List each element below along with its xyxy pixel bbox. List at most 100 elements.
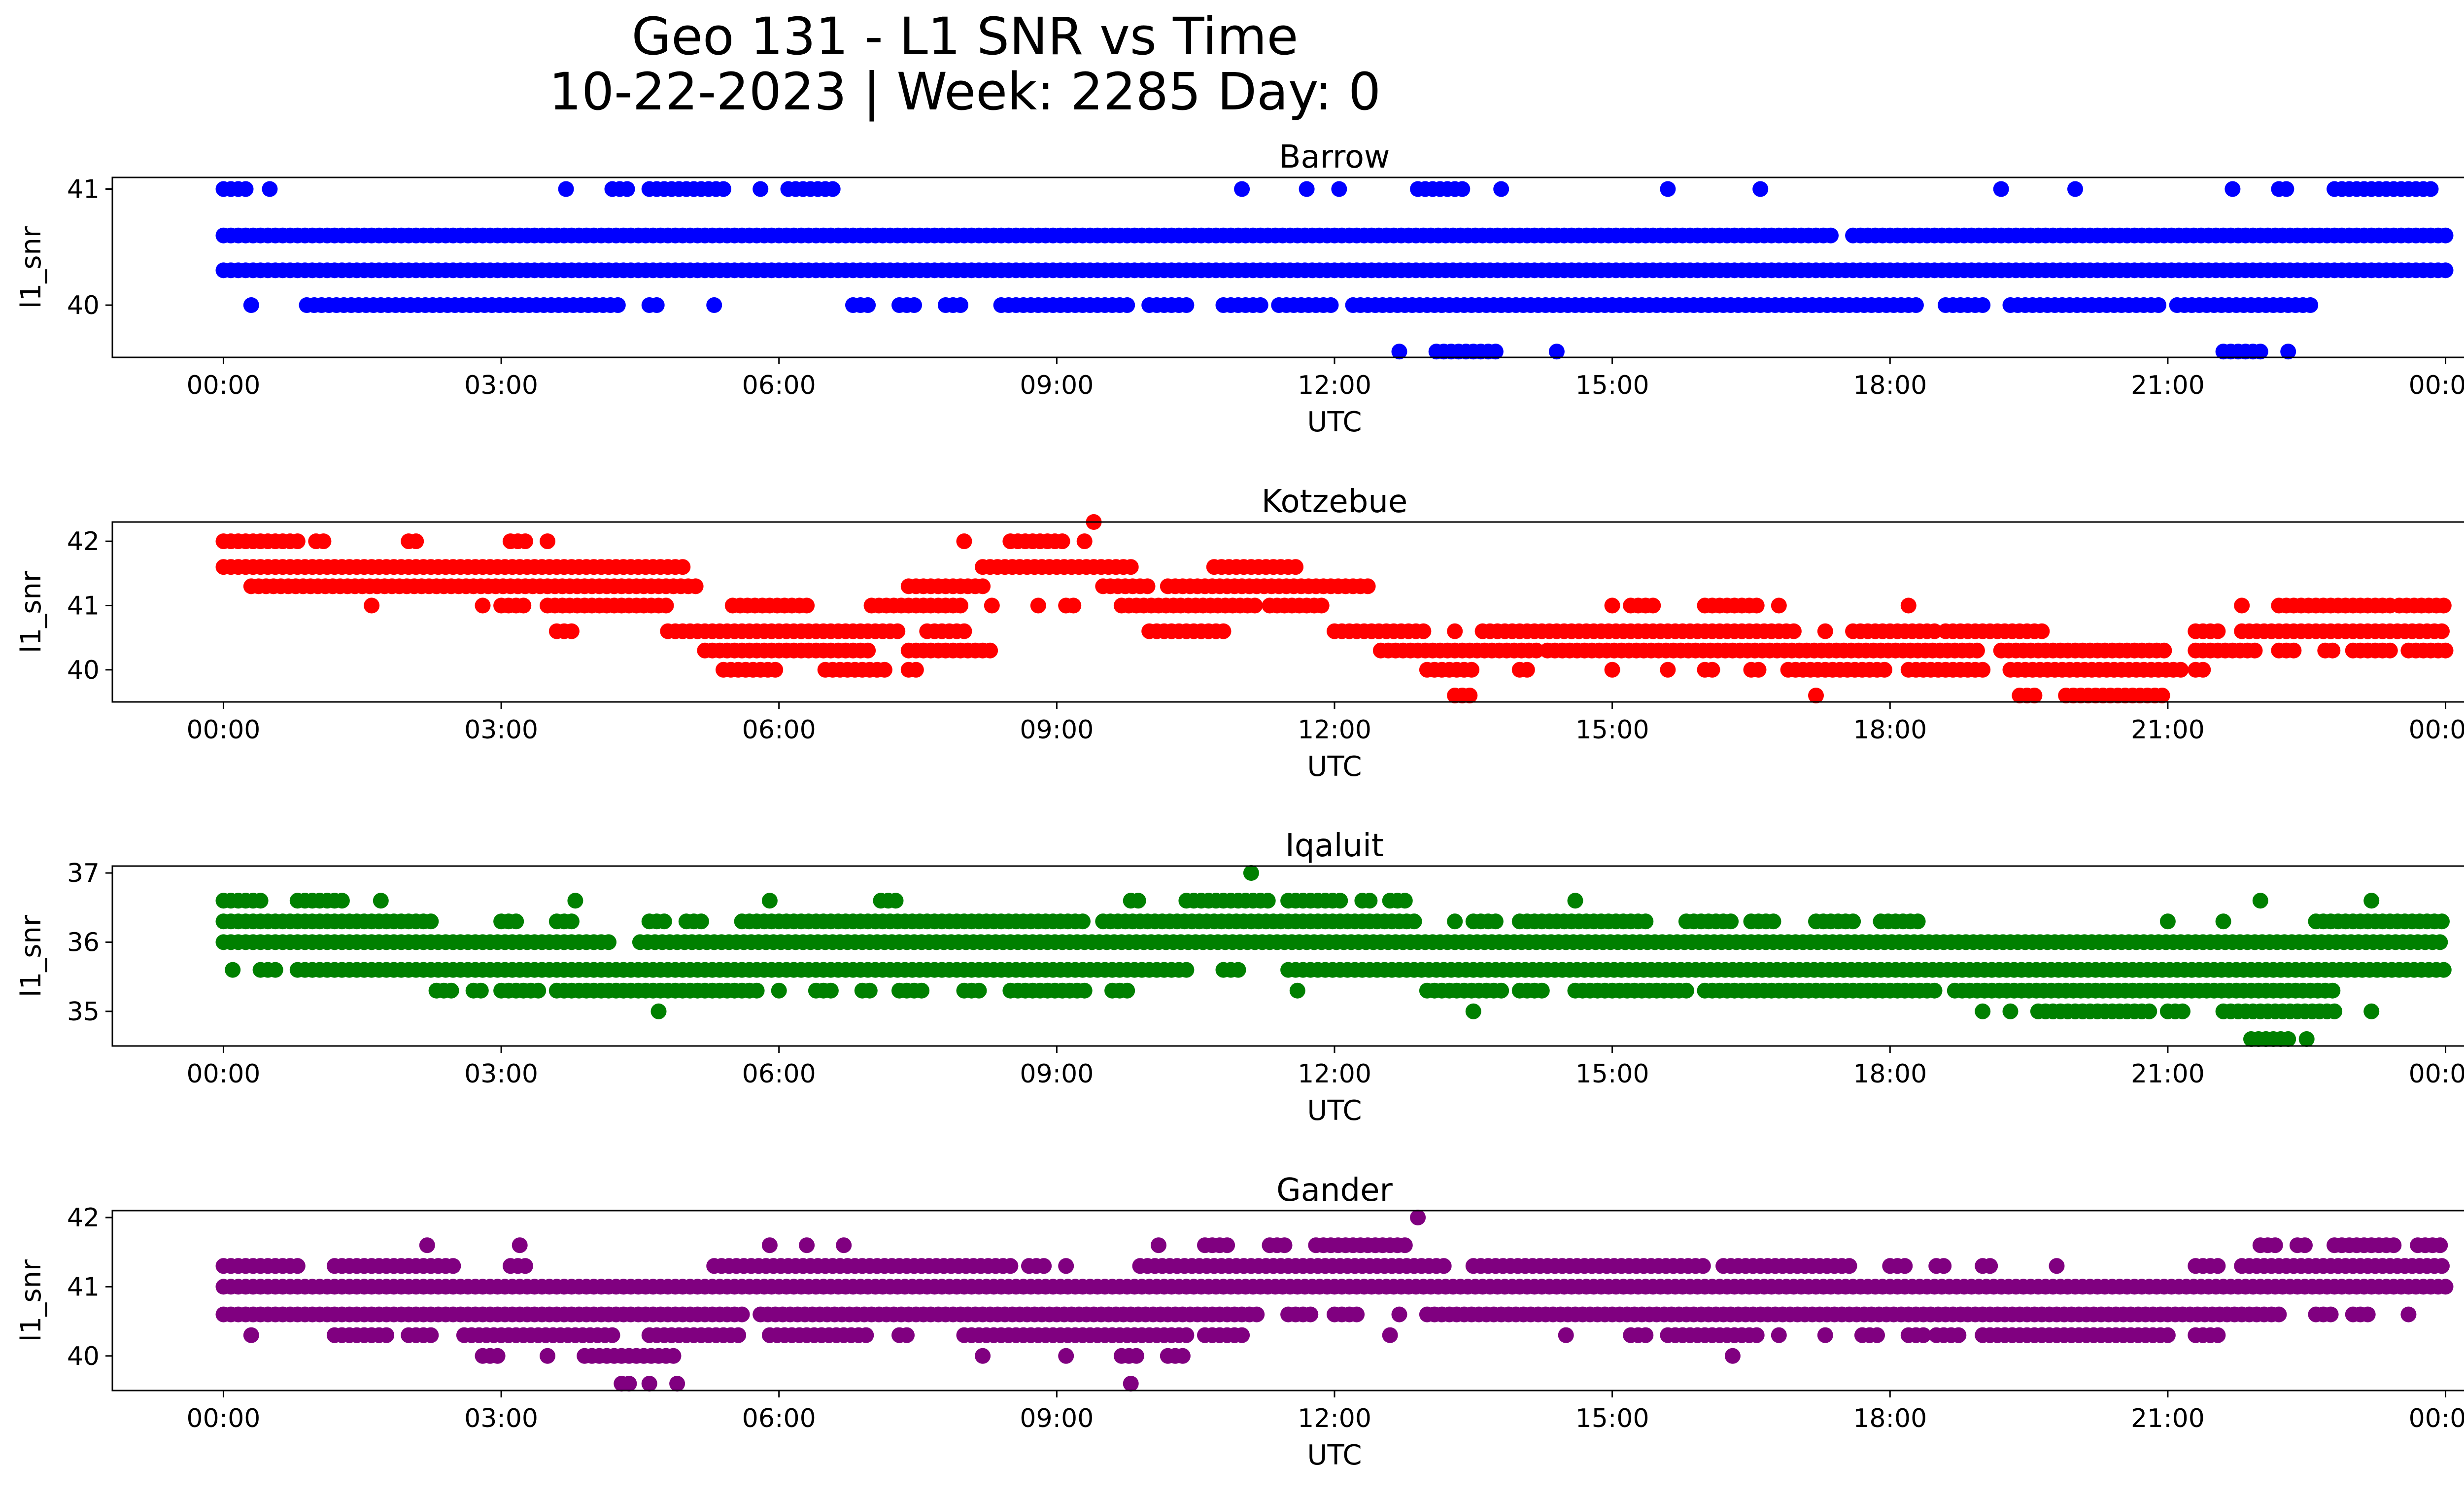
data-point [540, 533, 555, 550]
chart-subtitle: 10-22-2023 | Week: 2285 Day: 0 [549, 62, 1381, 122]
data-point [2302, 297, 2319, 313]
data-point [1119, 297, 1135, 313]
data-point [1817, 623, 1833, 639]
data-point [1951, 1327, 1967, 1343]
data-point [289, 533, 306, 550]
series-level [650, 1003, 2380, 1019]
data-point [2278, 181, 2294, 197]
series-level [364, 597, 2452, 614]
data-point [1771, 1327, 1787, 1343]
data-point [2034, 623, 2050, 639]
data-point [753, 181, 769, 197]
y-tick-label: 41 [67, 591, 100, 621]
x-tick-label: 12:00 [1298, 371, 1371, 400]
data-point [373, 893, 389, 909]
x-axis-label: UTC [1307, 1095, 1362, 1127]
x-tick-label: 18:00 [1853, 1404, 1927, 1433]
x-tick-label: 06:00 [742, 715, 816, 745]
x-tick-label: 21:00 [2131, 1059, 2205, 1089]
data-point [1447, 913, 1463, 930]
data-point [512, 1237, 528, 1253]
x-tick-label: 03:00 [464, 1404, 538, 1433]
x-tick-label: 09:00 [1020, 1404, 1094, 1433]
data-point [984, 597, 1000, 614]
x-tick-label: 00:00 [2409, 715, 2464, 745]
data-point [2280, 1031, 2296, 1047]
data-point [2286, 642, 2302, 659]
data-point [1534, 982, 1550, 999]
data-point [604, 1327, 620, 1343]
data-point [1415, 623, 1432, 639]
data-point [906, 297, 922, 313]
data-point [749, 982, 765, 999]
data-point [243, 1327, 259, 1343]
data-point [2175, 1003, 2190, 1019]
data-point [761, 893, 778, 909]
data-point [2234, 597, 2250, 614]
data-point [2363, 1003, 2380, 1019]
data-point [2154, 688, 2170, 703]
data-point [1464, 661, 1480, 678]
data-point [489, 1348, 506, 1364]
series-level [243, 1327, 2226, 1343]
data-point [315, 533, 332, 550]
data-point [621, 1376, 637, 1392]
data-point [1391, 344, 1407, 360]
data-point [860, 297, 876, 313]
y-axis-label: l1_snr [15, 226, 47, 309]
series-level [215, 893, 2380, 909]
data-point [267, 962, 283, 978]
data-point [1397, 893, 1413, 909]
data-point [669, 1376, 685, 1392]
data-point [956, 533, 972, 550]
data-point [2363, 893, 2380, 909]
data-point [675, 559, 691, 575]
data-point [734, 1306, 750, 1323]
data-point [1288, 559, 1304, 575]
data-point [1299, 181, 1315, 197]
data-point [1123, 1376, 1139, 1392]
data-point [1058, 1258, 1074, 1274]
data-point [693, 913, 709, 930]
x-tick-label: 18:00 [1853, 1059, 1927, 1089]
data-point [706, 297, 722, 313]
y-tick-label: 42 [67, 1203, 100, 1233]
data-point [2386, 1237, 2402, 1253]
data-point [475, 597, 491, 614]
x-tick-label: 03:00 [464, 371, 538, 400]
data-point [445, 1258, 461, 1274]
data-point [1454, 181, 1471, 197]
series-level [419, 1237, 2448, 1253]
data-point [2435, 597, 2452, 614]
x-tick-label: 03:00 [464, 715, 538, 745]
data-point [2297, 1237, 2313, 1253]
data-point [1260, 893, 1276, 909]
data-point [1910, 913, 1926, 930]
data-point [656, 913, 672, 930]
data-point [540, 1348, 555, 1364]
data-point [2434, 623, 2450, 639]
x-tick-label: 21:00 [2131, 1404, 2205, 1433]
data-point [890, 623, 906, 639]
x-tick-label: 00:00 [187, 1404, 261, 1433]
data-point [1982, 1258, 1998, 1274]
data-point [1660, 661, 1676, 678]
data-point [225, 962, 241, 978]
data-point [2151, 297, 2167, 313]
x-axis-label: UTC [1307, 1439, 1362, 1471]
data-point [2298, 1031, 2315, 1047]
data-point [1765, 913, 1781, 930]
y-tick-label: 37 [67, 859, 100, 888]
series-level [215, 559, 1304, 575]
data-point [1382, 1327, 1398, 1343]
x-tick-label: 00:00 [187, 715, 261, 745]
data-point [1130, 893, 1146, 909]
series-level [243, 297, 2319, 313]
data-point [517, 1258, 533, 1274]
x-tick-label: 12:00 [1298, 1059, 1371, 1089]
data-point [1065, 597, 1082, 614]
panel-title: Gander [1276, 1172, 1393, 1209]
data-point [1436, 1258, 1452, 1274]
data-point [1750, 661, 1767, 678]
series-level [215, 1279, 2454, 1295]
